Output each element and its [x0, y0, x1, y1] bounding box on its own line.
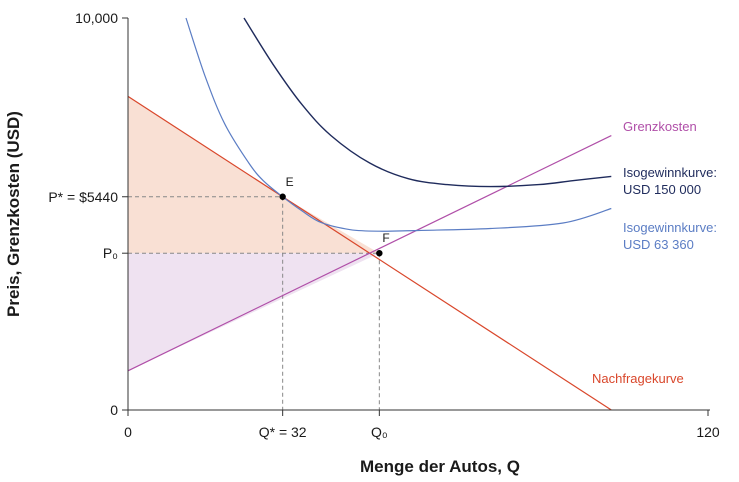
x-axis-title: Menge der Autos, Q: [360, 457, 520, 476]
axes: [127, 18, 710, 411]
point-f: [376, 250, 383, 257]
label-nachfrage: Nachfragekurve: [592, 371, 684, 386]
label-isoprofit-high: Isogewinnkurve: USD 150 000: [623, 165, 717, 197]
marginal-cost-curve: [127, 135, 612, 372]
point-e: [279, 193, 286, 200]
label-nachfrage-line: Nachfragekurve: [592, 371, 684, 386]
guide-lines: [128, 196, 380, 410]
isoprofit-curve-low: [185, 17, 612, 232]
label-isoprofit-low: Isogewinnkurve: USD 63 360: [623, 220, 717, 252]
y-axis-title: Preis, Grenzkosten (USD): [4, 111, 23, 317]
x-ticks: 0 Q* = 32 Q₀ 120: [124, 410, 720, 440]
curves: [127, 17, 612, 411]
point-label-f: F: [382, 231, 389, 245]
y-tick-label: 0: [110, 402, 118, 418]
label-isoprofit-high-line: USD 150 000: [623, 182, 701, 197]
y-tick-label: 10,000: [75, 10, 118, 26]
label-grenzkosten: Grenzkosten: [623, 119, 697, 134]
x-tick-label: 120: [696, 424, 720, 440]
surplus-areas: [128, 96, 380, 371]
y-ticks: 0 P₀ P* = $5440 10,000: [48, 10, 128, 418]
x-tick-label: Q* = 32: [259, 424, 307, 440]
x-tick-label: Q₀: [371, 424, 388, 440]
producer-surplus-area: [128, 253, 380, 371]
label-isoprofit-low-line: USD 63 360: [623, 237, 694, 252]
label-isoprofit-high-line: Isogewinnkurve:: [623, 165, 717, 180]
y-tick-label: P₀: [103, 245, 118, 261]
isoprofit-curve-high: [243, 17, 612, 188]
y-tick-label: P* = $5440: [48, 189, 118, 205]
consumer-surplus-area: [128, 96, 380, 254]
label-isoprofit-low-line: Isogewinnkurve:: [623, 220, 717, 235]
points: EF: [279, 175, 390, 257]
point-label-e: E: [286, 175, 294, 189]
label-grenzkosten-line: Grenzkosten: [623, 119, 697, 134]
x-tick-label: 0: [124, 424, 132, 440]
